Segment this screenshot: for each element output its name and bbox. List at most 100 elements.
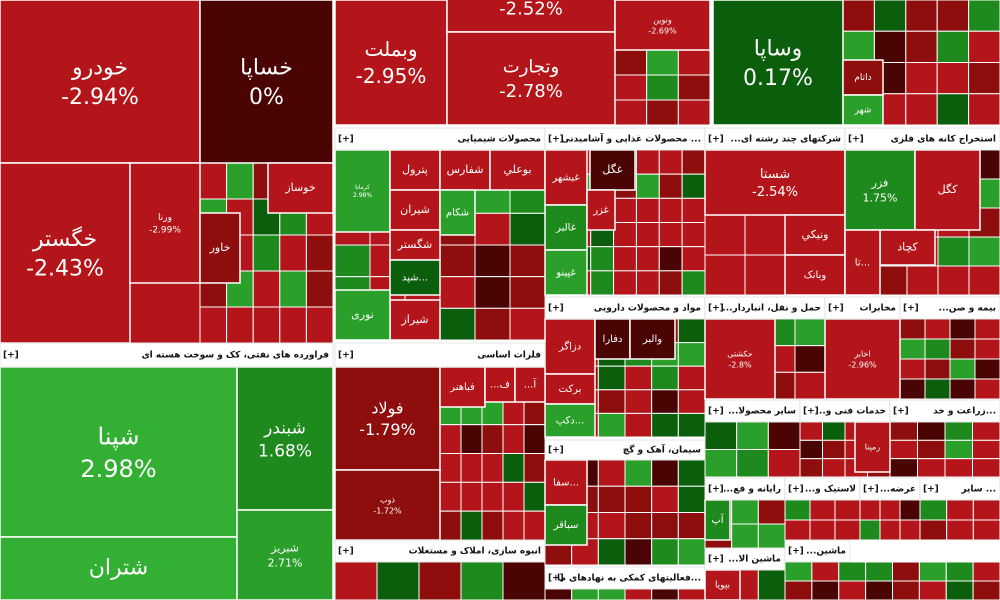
expand-button[interactable]: [+] xyxy=(788,547,804,557)
tile-name: کگل xyxy=(938,183,958,196)
tile xyxy=(658,270,683,296)
expand-button[interactable]: [+] xyxy=(708,304,724,314)
sector-header[interactable] xyxy=(334,342,546,368)
tile[interactable] xyxy=(712,0,844,126)
tile[interactable] xyxy=(544,204,588,251)
tile xyxy=(474,307,511,341)
expand-button[interactable]: [+] xyxy=(3,351,19,361)
tile[interactable] xyxy=(129,162,201,284)
tile[interactable] xyxy=(236,366,334,511)
expand-button[interactable]: [+] xyxy=(923,485,939,495)
tile xyxy=(968,30,1000,63)
sector-header[interactable] xyxy=(784,539,851,563)
tile xyxy=(624,512,653,540)
tile[interactable] xyxy=(334,289,391,341)
tile[interactable] xyxy=(842,59,884,96)
tile[interactable] xyxy=(389,259,441,296)
tile[interactable] xyxy=(389,299,441,341)
tile[interactable] xyxy=(0,536,238,600)
tile[interactable] xyxy=(586,189,616,231)
tile[interactable] xyxy=(199,0,334,164)
expand-button[interactable]: [+] xyxy=(548,304,564,314)
sector-header[interactable] xyxy=(0,342,334,368)
tile-name: خودرو xyxy=(71,55,128,80)
expand-button[interactable]: [+] xyxy=(338,547,354,557)
tile[interactable] xyxy=(589,149,636,191)
tile[interactable] xyxy=(544,249,588,296)
tile[interactable] xyxy=(334,366,441,471)
tile-name: شتران xyxy=(89,556,148,581)
expand-button[interactable]: [+] xyxy=(548,446,564,456)
sector-header[interactable] xyxy=(334,539,546,563)
expand-button[interactable]: [+] xyxy=(338,351,354,361)
tile[interactable] xyxy=(389,229,441,261)
tile[interactable] xyxy=(236,509,334,600)
expand-button[interactable]: [+] xyxy=(548,574,564,584)
tile[interactable] xyxy=(784,254,846,296)
sector-title: ...لاستیک و xyxy=(805,485,856,495)
tile[interactable] xyxy=(0,162,131,344)
sector-header[interactable] xyxy=(919,477,1000,501)
expand-button[interactable]: [+] xyxy=(903,304,919,314)
tile[interactable] xyxy=(544,373,596,405)
tile xyxy=(892,561,920,582)
tile[interactable] xyxy=(0,0,201,164)
expand-button[interactable]: [+] xyxy=(708,485,724,495)
tile[interactable] xyxy=(199,212,241,284)
sector-header[interactable] xyxy=(844,127,1000,151)
tile[interactable] xyxy=(914,149,981,231)
expand-button[interactable]: [+] xyxy=(338,135,354,145)
tile[interactable] xyxy=(544,318,596,375)
tile[interactable] xyxy=(544,459,588,506)
tile[interactable] xyxy=(704,149,846,216)
expand-button[interactable]: [+] xyxy=(848,135,864,145)
tile[interactable] xyxy=(854,421,891,473)
tile[interactable] xyxy=(439,189,476,236)
tile[interactable] xyxy=(446,31,616,126)
tile[interactable] xyxy=(629,318,676,360)
sector-header[interactable] xyxy=(544,439,706,461)
tile xyxy=(614,99,648,126)
expand-button[interactable]: [+] xyxy=(548,135,564,145)
tile[interactable] xyxy=(544,403,596,438)
tile[interactable] xyxy=(704,499,731,541)
tile[interactable] xyxy=(446,0,616,33)
expand-button[interactable]: [+] xyxy=(803,407,819,417)
tile[interactable] xyxy=(334,469,441,541)
tile[interactable] xyxy=(704,569,741,600)
tile xyxy=(811,580,840,600)
tile[interactable] xyxy=(704,318,776,400)
tile[interactable] xyxy=(439,149,491,191)
sector-title: استخراج کانه های فلزی xyxy=(891,135,996,145)
tile xyxy=(794,318,826,347)
tile[interactable] xyxy=(334,149,391,233)
expand-button[interactable]: [+] xyxy=(828,304,844,314)
tile[interactable] xyxy=(844,229,881,296)
expand-button[interactable]: [+] xyxy=(708,555,724,565)
expand-button[interactable]: [+] xyxy=(708,407,724,417)
tile xyxy=(624,389,653,414)
tile[interactable] xyxy=(389,149,441,191)
tile[interactable] xyxy=(842,94,884,126)
tile[interactable] xyxy=(824,318,901,400)
tile xyxy=(944,458,973,478)
sector-header[interactable] xyxy=(889,399,1000,423)
tile xyxy=(918,580,947,600)
tile xyxy=(502,510,525,541)
expand-button[interactable]: [+] xyxy=(863,485,879,495)
tile[interactable] xyxy=(594,318,631,360)
expand-button[interactable]: [+] xyxy=(788,485,804,495)
tile[interactable] xyxy=(514,366,546,403)
tile[interactable] xyxy=(544,149,588,206)
expand-button[interactable]: [+] xyxy=(893,407,909,417)
tile[interactable] xyxy=(844,149,916,231)
expand-button[interactable]: [+] xyxy=(708,135,724,145)
tile[interactable] xyxy=(0,366,238,538)
sector-header[interactable] xyxy=(899,296,1000,320)
tile[interactable] xyxy=(544,504,588,546)
tile xyxy=(859,499,881,521)
tile[interactable] xyxy=(334,0,448,126)
tile xyxy=(677,538,706,566)
tile[interactable] xyxy=(267,162,334,214)
tile[interactable] xyxy=(614,0,711,51)
